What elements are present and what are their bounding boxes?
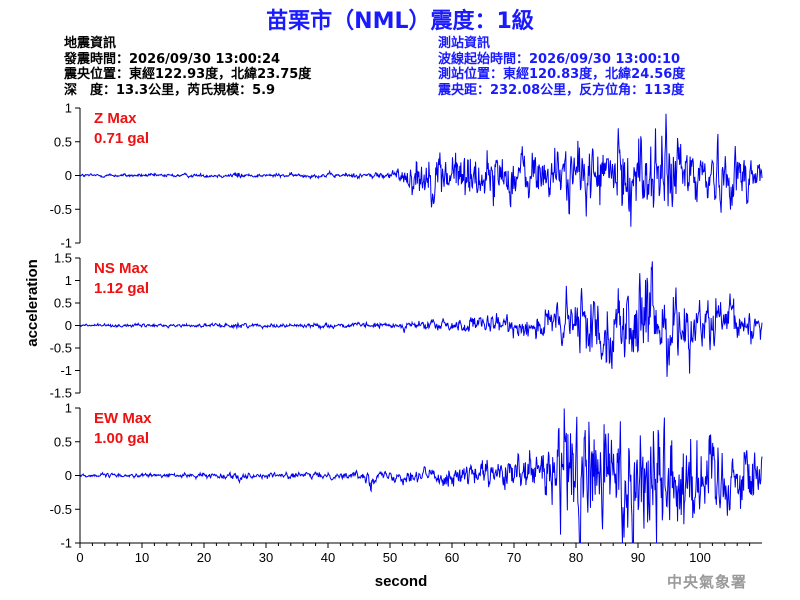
max-value-ns: 1.12 gal [94, 280, 149, 297]
max-label-ns: NS Max [94, 260, 149, 277]
max-value-ew: 1.00 gal [94, 430, 149, 447]
depth-magnitude: 深 度：13.3公里，芮氏規模：5.9 [64, 82, 276, 98]
x-tick-label: 30 [259, 550, 273, 565]
station-location: 測站位置：東經120.83度，北緯24.56度 [438, 67, 686, 82]
x-tick-label: 40 [321, 550, 335, 565]
y-tick-label-z: -1 [60, 236, 72, 251]
y-tick-label-ew: -1 [60, 536, 72, 551]
chart-title: 苗栗市（NML）震度：1級 [266, 9, 534, 34]
x-tick-label: 80 [569, 550, 583, 565]
x-tick-label: 60 [445, 550, 459, 565]
y-tick-label-z: 0.5 [54, 134, 72, 149]
x-tick-label: 100 [689, 550, 711, 565]
agency-watermark: 中央氣象署 [666, 573, 747, 591]
station-info-heading: 測站資訊 [438, 36, 491, 51]
trace-z [79, 113, 763, 227]
y-tick-label-z: 0 [65, 168, 72, 183]
waveform-start-time: 波線起始時間：2026/09/30 13:00:10 [438, 51, 681, 67]
trace-ns [79, 261, 763, 377]
y-tick-label-ew: 1 [65, 401, 72, 416]
y-tick-label-ew: -0.5 [50, 502, 72, 517]
epicenter-location: 震央位置：東經122.93度，北緯23.75度 [64, 67, 312, 82]
y-tick-label-z: 1 [65, 101, 72, 116]
x-tick-label: 10 [135, 550, 149, 565]
trace-ew [79, 408, 763, 544]
max-value-z: 0.71 gal [94, 130, 149, 147]
x-tick-label: 50 [383, 550, 397, 565]
y-tick-label-z: -0.5 [50, 202, 72, 217]
x-tick-label: 90 [631, 550, 645, 565]
x-tick-label: 0 [76, 550, 83, 565]
y-tick-label-ns: 1.5 [54, 251, 72, 266]
earthquake-info-heading: 地震資訊 [64, 36, 117, 51]
origin-time: 發震時間：2026/09/30 13:00:24 [64, 51, 281, 67]
y-tick-label-ns: -0.5 [50, 341, 72, 356]
y-tick-label-ns: -1 [60, 363, 72, 378]
y-tick-label-ns: -1.5 [50, 386, 72, 401]
x-tick-label: 20 [197, 550, 211, 565]
y-tick-label-ew: 0.5 [54, 434, 72, 449]
y-tick-label-ns: 1 [65, 273, 72, 288]
max-label-ew: EW Max [94, 410, 152, 427]
x-tick-label: 70 [507, 550, 521, 565]
y-tick-label-ns: 0.5 [54, 296, 72, 311]
max-label-z: Z Max [94, 110, 137, 127]
station-info: 測站資訊 波線起始時間：2026/09/30 13:00:10 測站位置：東經1… [438, 36, 685, 98]
epicentral-distance: 震央距：232.08公里，反方位角：113度 [438, 82, 685, 98]
y-tick-label-ew: 0 [65, 468, 72, 483]
y-axis-title: acceleration [24, 259, 41, 347]
earthquake-info: 地震資訊 發震時間：2026/09/30 13:00:24 震央位置：東經122… [64, 36, 311, 98]
y-tick-label-ns: 0 [65, 318, 72, 333]
x-axis-title: second [375, 573, 428, 590]
